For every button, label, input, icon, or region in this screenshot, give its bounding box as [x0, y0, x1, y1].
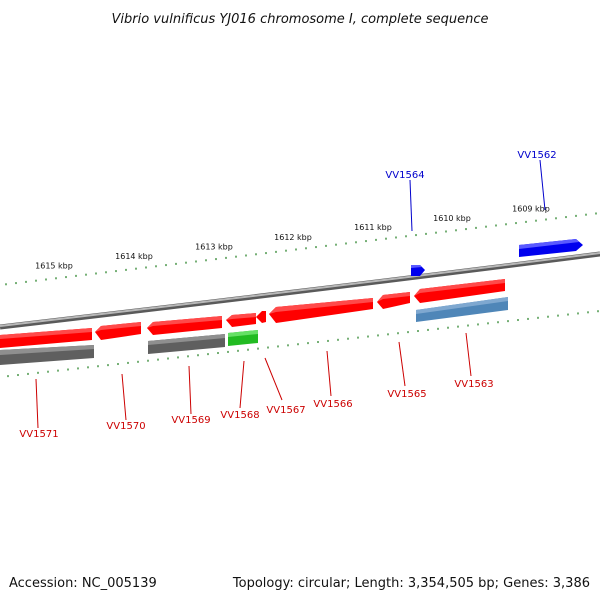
gene-label-vv1570[interactable]: VV1570 [106, 421, 145, 432]
gene-label-vv1569[interactable]: VV1569 [171, 415, 210, 426]
gene-label-vv1562[interactable]: VV1562 [517, 150, 556, 161]
gene-vv1567[interactable] [256, 311, 266, 323]
scale-label: 1609 kbp [512, 204, 550, 213]
gene-vv1562[interactable] [519, 239, 583, 257]
gene-vv1571[interactable] [0, 328, 92, 348]
scale-label: 1610 kbp [433, 214, 471, 223]
scale-label: 1612 kbp [274, 233, 312, 242]
scale-label: 1614 kbp [115, 252, 153, 261]
gene-label-vv1565[interactable]: VV1565 [387, 389, 426, 400]
gene-label-vv1566[interactable]: VV1566 [313, 399, 352, 410]
scale-ticks [5, 212, 599, 378]
gene-label-vv1567[interactable]: VV1567 [266, 405, 305, 416]
gene-vv1568[interactable] [226, 313, 256, 327]
gene-label-vv1568[interactable]: VV1568 [220, 410, 259, 421]
chromosome-backbone [0, 251, 600, 330]
scale-label: 1615 kbp [35, 262, 73, 271]
scale-label: 1611 kbp [354, 223, 392, 232]
feature-vv1569-gray[interactable] [148, 334, 225, 354]
gene-vv1563[interactable] [414, 279, 505, 303]
scale-label: 1613 kbp [195, 242, 233, 251]
feature-vv1571-gray[interactable] [0, 345, 94, 365]
summary-text: Topology: circular; Length: 3,354,505 bp… [232, 576, 590, 591]
scale-labels: 1615 kbp 1614 kbp 1613 kbp 1612 kbp 1611 kbp… [35, 204, 550, 270]
feature-vv1563-steelblue[interactable] [416, 297, 508, 322]
gene-features [0, 239, 583, 365]
feature-vv1568-green[interactable] [228, 330, 258, 346]
gene-label-group: VV1564 VV1562 VV1571 VV1570 VV1569 VV156… [19, 150, 556, 440]
gene-label-vv1571[interactable]: VV1571 [19, 429, 58, 440]
gene-vv1566[interactable] [269, 298, 373, 323]
gene-vv1569[interactable] [147, 316, 222, 335]
map-title: Vibrio vulnificus YJ016 chromosome I, co… [111, 12, 488, 27]
gene-label-vv1563[interactable]: VV1563 [454, 379, 493, 390]
gene-label-vv1564[interactable]: VV1564 [385, 170, 424, 181]
gene-vv1570[interactable] [95, 322, 141, 340]
accession-text: Accession: NC_005139 [9, 576, 157, 591]
gene-vv1564[interactable] [411, 265, 425, 276]
gene-vv1565[interactable] [377, 292, 410, 309]
